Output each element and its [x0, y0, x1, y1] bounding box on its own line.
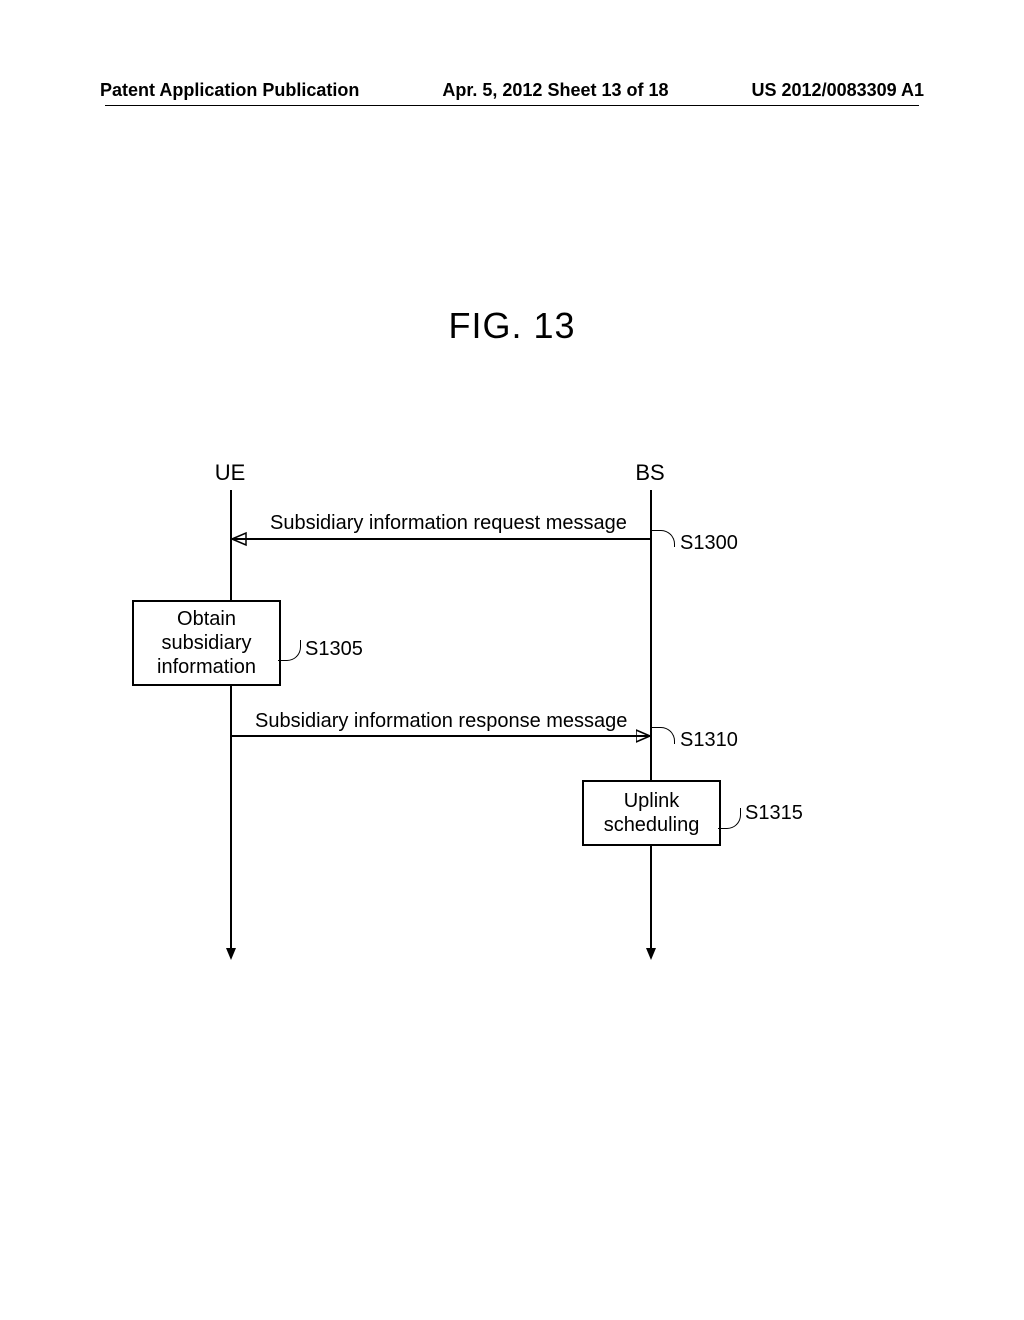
msg-2-line [232, 735, 650, 737]
box-1-curve [278, 640, 301, 661]
bs-label: BS [620, 460, 680, 486]
msg-2-text: Subsidiary information response message [255, 710, 627, 733]
ue-lifeline-arrow [226, 948, 236, 960]
box-uplink-scheduling: Uplink scheduling [582, 780, 721, 846]
header-rule [105, 105, 919, 106]
msg-2-curve [650, 727, 675, 744]
ue-lifeline [230, 490, 232, 950]
box-1-line-2: subsidiary [161, 631, 251, 655]
header-center: Apr. 5, 2012 Sheet 13 of 18 [442, 80, 668, 101]
step-s1315: S1315 [745, 802, 803, 825]
box-2-line-2: scheduling [604, 813, 700, 837]
box-2-curve [718, 808, 741, 829]
step-s1310: S1310 [680, 729, 738, 752]
msg-1-curve [650, 530, 675, 547]
header-right: US 2012/0083309 A1 [752, 80, 924, 101]
box-2-line-1: Uplink [624, 789, 680, 813]
msg-1-text: Subsidiary information request message [270, 512, 627, 535]
box-1-line-1: Obtain [177, 607, 236, 631]
box-1-line-3: information [157, 655, 256, 679]
msg-1-arrowhead [232, 531, 248, 547]
step-s1305: S1305 [305, 638, 363, 661]
sequence-diagram: UE BS Subsidiary information request mes… [150, 460, 870, 980]
header-left: Patent Application Publication [100, 80, 359, 101]
figure-title: FIG. 13 [0, 305, 1024, 347]
bs-lifeline [650, 490, 652, 950]
box-obtain-info: Obtain subsidiary information [132, 600, 281, 686]
msg-1-line [232, 538, 650, 540]
ue-label: UE [200, 460, 260, 486]
bs-lifeline-arrow [646, 948, 656, 960]
step-s1300: S1300 [680, 532, 738, 555]
